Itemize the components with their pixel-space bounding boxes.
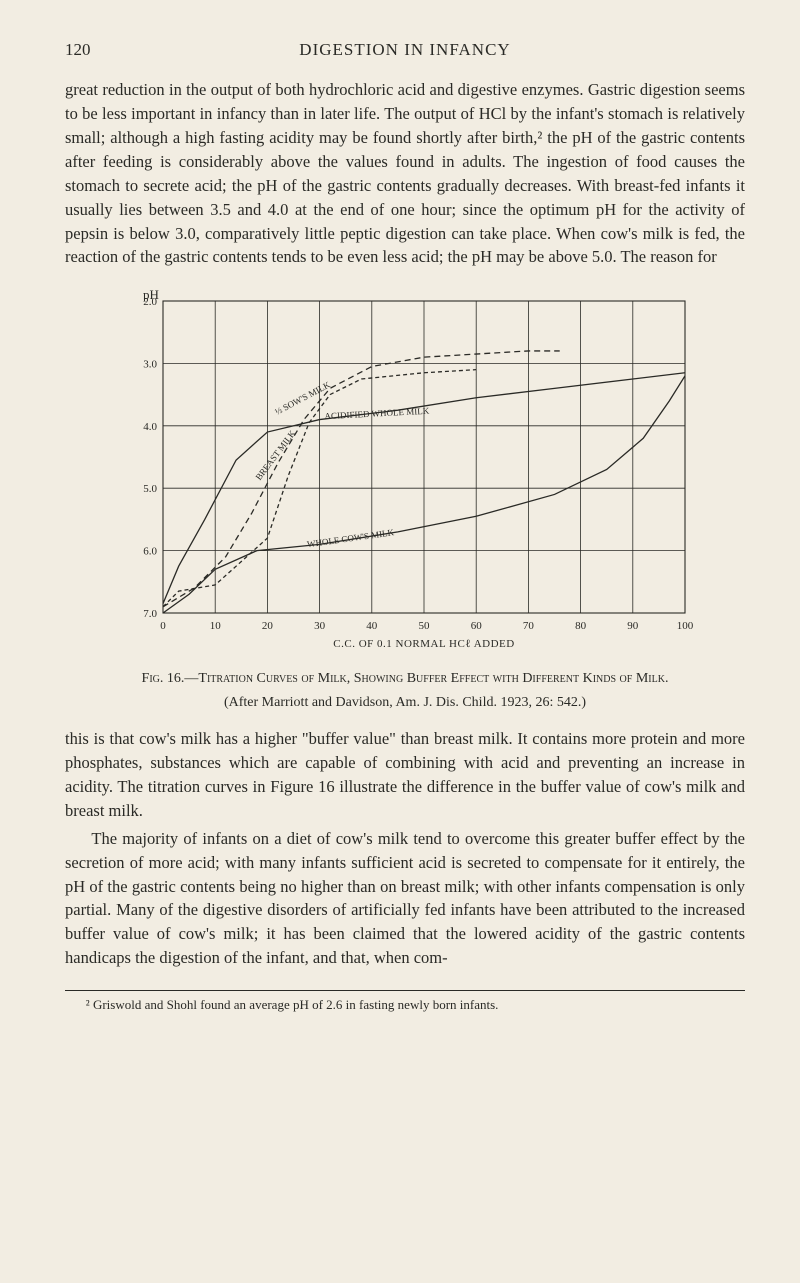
figure-title: Titration Curves of Milk, Showing Buffer… [198,671,668,686]
x-tick-label: 50 [419,620,431,632]
figure-caption: Fig. 16.—Titration Curves of Milk, Showi… [65,669,745,689]
figure-label: Fig. 16.— [142,671,199,686]
paragraph-1: great reduction in the output of both hy… [65,78,745,269]
series-label-breast_milk: BREAST MILK [254,428,298,482]
x-tick-label: 30 [314,620,326,632]
x-tick-label: 80 [575,620,587,632]
x-axis-label: C.C. OF 0.1 NORMAL HCℓ ADDED [333,638,514,650]
series-label-acidified_whole_milk: ACIDIFIED WHOLE MILK [324,406,430,421]
y-tick-label: 3.0 [143,359,157,371]
x-tick-label: 60 [471,620,483,632]
x-tick-label: 0 [160,620,166,632]
footnote-rule [65,990,745,991]
running-head: DIGESTION IN INFANCY [125,40,745,60]
figure-citation: (After Marriott and Davidson, Am. J. Dis… [65,695,745,711]
y-tick-label: 5.0 [143,484,157,496]
paragraph-2: this is that cow's milk has a higher "bu… [65,727,745,823]
x-tick-label: 10 [210,620,222,632]
y-tick-label: 4.0 [143,421,157,433]
x-tick-label: 70 [523,620,535,632]
y-tick-label: 6.0 [143,546,157,558]
x-tick-label: 90 [627,620,639,632]
x-tick-label: 20 [262,620,274,632]
titration-chart: pH2.03.04.05.06.07.001020304050607080901… [65,287,745,657]
y-tick-label: 2.0 [143,296,157,308]
y-tick-label: 7.0 [143,608,157,620]
paragraph-3: The majority of infants on a diet of cow… [65,827,745,971]
footnote: ² Griswold and Shohl found an average pH… [65,997,745,1013]
series-breast_milk [163,351,560,607]
page-number: 120 [65,40,125,60]
footnote-text: Griswold and Shohl found an average pH o… [90,997,499,1012]
x-tick-label: 40 [366,620,378,632]
page-header: 120 DIGESTION IN INFANCY [65,40,745,60]
page: 120 DIGESTION IN INFANCY great reduction… [0,0,800,1283]
chart-svg: pH2.03.04.05.06.07.001020304050607080901… [115,287,695,657]
x-tick-label: 100 [677,620,694,632]
